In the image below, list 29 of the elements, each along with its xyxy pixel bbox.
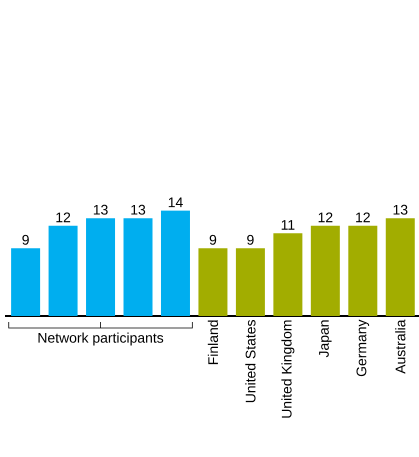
data-label: 12: [356, 212, 370, 222]
data-label: 12: [318, 212, 332, 222]
data-label: 13: [394, 204, 408, 215]
text: Network participants: [38, 332, 164, 346]
bar: [86, 218, 116, 316]
x-tick-label: Finland: [208, 320, 218, 364]
x-tick-label: United States: [245, 320, 256, 402]
bar: [198, 248, 228, 316]
data-label: 9: [247, 234, 254, 245]
bar: [124, 218, 153, 316]
x-tick-label: Japan: [319, 320, 332, 358]
bar: [310, 226, 340, 316]
bar: [11, 248, 40, 316]
bar: [236, 248, 265, 316]
bar: [273, 233, 302, 316]
x-tick-label: Australia: [395, 320, 406, 374]
data-label: 13: [131, 204, 146, 215]
bar: [48, 226, 78, 316]
data-label: 14: [168, 198, 183, 208]
bar: [348, 226, 378, 316]
data-label: 9: [210, 234, 216, 245]
data-label: 12: [56, 212, 70, 222]
bar: [386, 218, 415, 316]
data-label: 13: [94, 204, 108, 215]
data-label: 9: [22, 234, 29, 245]
x-tick-label: United Kingdom: [281, 320, 294, 418]
x-tick-label: Germany: [356, 320, 370, 376]
data-label: 11: [282, 220, 294, 230]
bar: [160, 210, 190, 316]
